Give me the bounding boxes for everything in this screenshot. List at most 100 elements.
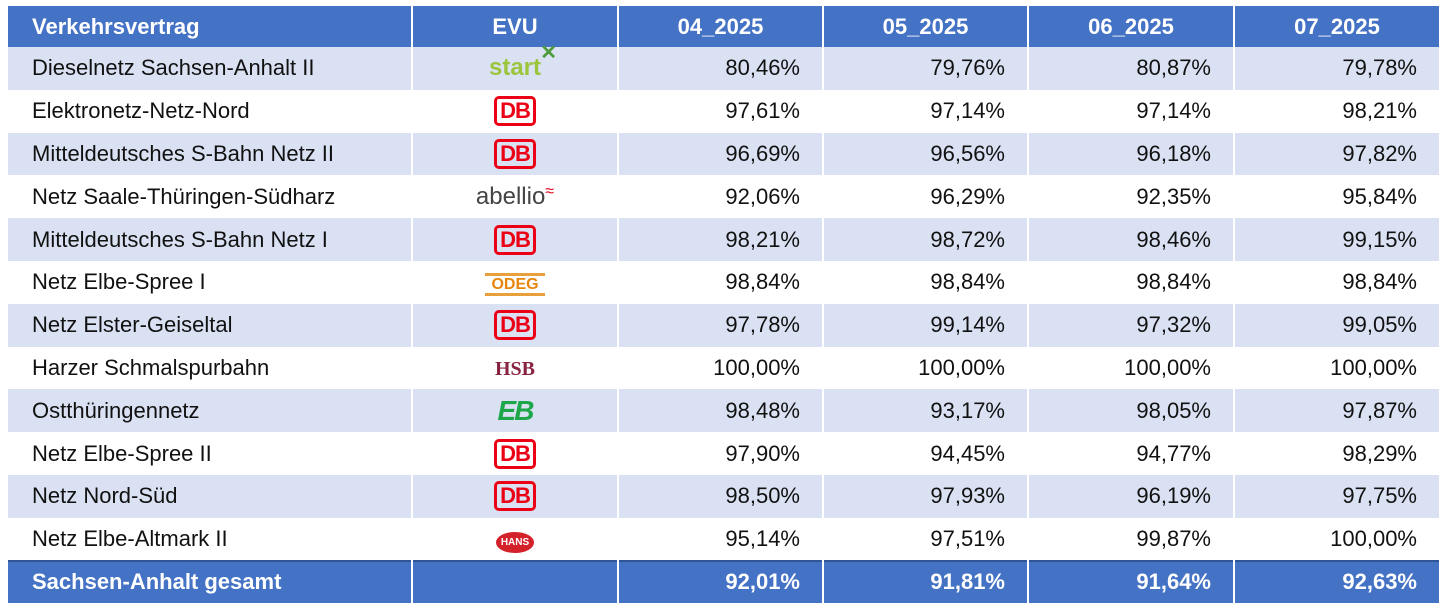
evu-logo: DB [411, 432, 618, 475]
contract-name: Ostthüringennetz [6, 389, 412, 433]
contract-name: Netz Saale-Thüringen-Südharz [6, 175, 412, 219]
table-row: Mitteldeutsches S-Bahn Netz I DB 98,21% 98,… [6, 218, 1439, 261]
db-logo: DB [494, 310, 536, 341]
header-month: 06_2025 [1027, 6, 1234, 47]
header-row: Verkehrsvertrag EVU 04_2025 05_2025 06_2… [6, 6, 1439, 47]
evu-logo: DB [411, 218, 618, 261]
value-cell: 79,76% [822, 47, 1028, 90]
value-cell: 95,14% [617, 517, 823, 561]
value-cell: 93,17% [822, 389, 1028, 433]
value-cell: 97,61% [617, 89, 823, 133]
value-cell: 97,32% [1027, 303, 1234, 347]
value-cell: 98,84% [617, 260, 823, 304]
start-logo: start [489, 54, 541, 81]
total-value: 92,63% [1233, 559, 1439, 604]
total-evu-empty [411, 559, 618, 604]
table-row: Netz Elbe-Altmark II HANS 95,14% 97,51% 99,8… [6, 517, 1439, 561]
value-cell: 95,84% [1233, 175, 1439, 219]
value-cell: 92,35% [1027, 175, 1234, 219]
odeg-logo: ODEG [485, 273, 545, 297]
table-row: Netz Elster-Geiseltal DB 97,78% 99,14% 97,32… [6, 303, 1439, 347]
evu-name: abellio [475, 182, 546, 210]
db-logo: DB [494, 224, 536, 255]
value-cell: 80,87% [1027, 47, 1234, 90]
evu-logo: EB [411, 389, 618, 433]
value-cell: 98,05% [1027, 389, 1234, 433]
value-cell: 98,84% [1027, 260, 1234, 304]
table-row: Netz Saale-Thüringen-Südharz abellio≈ 92,0… [6, 175, 1439, 219]
contract-name: Mitteldeutsches S-Bahn Netz I [6, 218, 412, 261]
value-cell: 98,21% [617, 218, 823, 261]
punctuality-table: Verkehrsvertrag EVU 04_2025 05_2025 06_2… [6, 6, 1439, 604]
contract-name: Mitteldeutsches S-Bahn Netz II [6, 132, 412, 176]
value-cell: 98,46% [1027, 218, 1234, 261]
value-cell: 98,21% [1233, 89, 1439, 133]
eb-logo: EB [497, 394, 535, 426]
table-row: Netz Elbe-Spree II DB 97,90% 94,45% 94,77% 98… [6, 432, 1439, 475]
value-cell: 96,29% [822, 175, 1028, 219]
header-month: 05_2025 [822, 6, 1028, 47]
value-cell: 100,00% [617, 346, 823, 390]
value-cell: 97,51% [822, 517, 1028, 561]
value-cell: 98,84% [1233, 260, 1439, 304]
value-cell: 99,87% [1027, 517, 1234, 561]
value-cell: 97,87% [1233, 389, 1439, 433]
contract-name: Netz Elbe-Spree II [6, 432, 412, 475]
value-cell: 97,75% [1233, 474, 1439, 518]
table-row: Harzer Schmalspurbahn HSB 100,00% 100,00% 10… [6, 346, 1439, 390]
evu-logo: DB [411, 89, 618, 133]
header-month: 04_2025 [617, 6, 823, 47]
db-logo: DB [494, 96, 536, 127]
evu-logo: DB [411, 303, 618, 347]
total-value: 91,64% [1027, 559, 1234, 604]
table-row: Netz Elbe-Spree I ODEG 98,84% 98,84% 98,84% 9… [6, 260, 1439, 304]
evu-logo: DB [411, 132, 618, 176]
header-month: 07_2025 [1233, 6, 1439, 47]
value-cell: 97,82% [1233, 132, 1439, 176]
value-cell: 100,00% [822, 346, 1028, 390]
value-cell: 97,93% [822, 474, 1028, 518]
total-row: Sachsen-Anhalt gesamt 92,01% 91,81% 91,64% 9… [6, 559, 1439, 604]
value-cell: 79,78% [1233, 47, 1439, 90]
value-cell: 100,00% [1233, 346, 1439, 390]
hans-logo: HANS [495, 531, 535, 553]
total-value: 91,81% [822, 559, 1028, 604]
value-cell: 99,15% [1233, 218, 1439, 261]
value-cell: 99,05% [1233, 303, 1439, 347]
value-cell: 94,45% [822, 432, 1028, 475]
value-cell: 97,78% [617, 303, 823, 347]
contract-name: Netz Nord-Süd [6, 474, 412, 518]
contract-name: Dieselnetz Sachsen-Anhalt II [6, 47, 412, 90]
value-cell: 80,46% [617, 47, 823, 90]
table-row: Dieselnetz Sachsen-Anhalt IIstart80,46%7… [6, 47, 1439, 90]
value-cell: 98,84% [822, 260, 1028, 304]
evu-logo: ODEG [411, 260, 618, 304]
value-cell: 98,72% [822, 218, 1028, 261]
value-cell: 96,18% [1027, 132, 1234, 176]
total-value: 92,01% [617, 559, 823, 604]
contract-name: Harzer Schmalspurbahn [6, 346, 412, 390]
contract-name: Netz Elbe-Altmark II [6, 517, 412, 561]
table-row: Netz Nord-Süd DB 98,50% 97,93% 96,19% 97,75% [6, 474, 1439, 518]
abellio-logo: abellio≈ [475, 182, 555, 210]
hsb-logo: HSB [494, 357, 536, 380]
value-cell: 96,19% [1027, 474, 1234, 518]
value-cell: 94,77% [1027, 432, 1234, 475]
table-row: Mitteldeutsches S-Bahn Netz II DB 96,69% 96… [6, 132, 1439, 176]
contract-name: Netz Elster-Geiseltal [6, 303, 412, 347]
contract-name: Elektronetz-Netz-Nord [6, 89, 412, 133]
table-row: Ostthüringennetz EB 98,48% 93,17% 98,05% 97,8… [6, 389, 1439, 433]
evu-logo: DB [411, 474, 618, 518]
value-cell: 97,14% [822, 89, 1028, 133]
db-logo: DB [494, 438, 536, 469]
db-logo: DB [494, 481, 536, 512]
value-cell: 98,48% [617, 389, 823, 433]
value-cell: 99,14% [822, 303, 1028, 347]
value-cell: 96,69% [617, 132, 823, 176]
value-cell: 100,00% [1233, 517, 1439, 561]
value-cell: 97,14% [1027, 89, 1234, 133]
evu-logo: start [411, 47, 618, 90]
value-cell: 100,00% [1027, 346, 1234, 390]
value-cell: 92,06% [617, 175, 823, 219]
table-row: Elektronetz-Netz-Nord DB 97,61% 97,14% 97,14… [6, 89, 1439, 133]
